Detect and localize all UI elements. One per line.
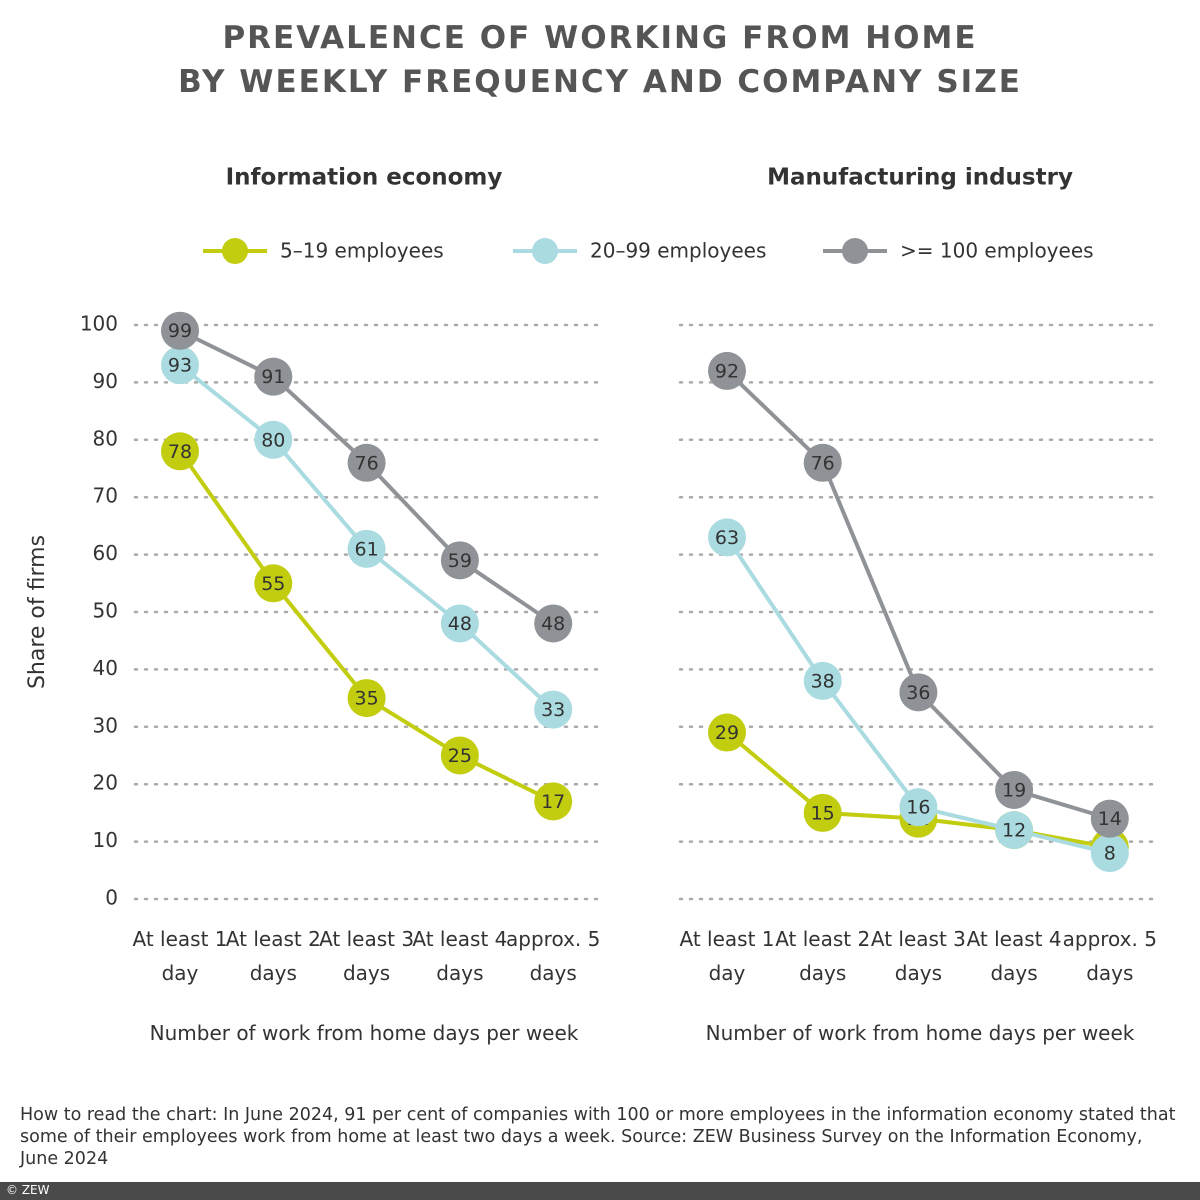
copyright: © ZEW	[6, 1183, 50, 1197]
footer-bar	[0, 1182, 1200, 1200]
x-tick-label: At least 4 days	[966, 927, 1062, 985]
data-point	[995, 770, 1034, 809]
data-point	[440, 541, 479, 580]
y-axis-label: Share of firms	[25, 535, 50, 689]
data-label: 16	[906, 797, 930, 819]
title-line: BY WEEKLY FREQUENCY AND COMPANY SIZE	[178, 64, 1022, 100]
y-tick-label: 90	[93, 369, 118, 393]
x-tick-label: At least 1 day	[132, 927, 228, 985]
x-axis-label: Number of work from home days per week	[705, 1021, 1135, 1045]
x-tick-label: At least 2 days	[225, 927, 321, 985]
data-point	[899, 673, 938, 712]
data-label: 80	[261, 429, 285, 451]
x-tick-label: At least 3 days	[870, 927, 966, 985]
data-point	[254, 420, 293, 459]
data-label: 92	[715, 360, 739, 382]
panel-title: Information economy	[226, 165, 503, 191]
legend-marker	[842, 238, 868, 264]
y-tick-label: 100	[80, 312, 118, 336]
y-tick-label: 50	[93, 599, 118, 623]
data-label: 78	[168, 441, 192, 463]
data-point	[534, 782, 573, 821]
data-label: 63	[715, 527, 739, 549]
data-label: 14	[1098, 808, 1122, 830]
data-label: 93	[168, 355, 192, 377]
data-label: 48	[448, 613, 472, 635]
data-point	[708, 713, 746, 752]
data-label: 76	[811, 452, 835, 474]
data-label: 19	[1002, 779, 1026, 801]
panel-title: Manufacturing industry	[767, 165, 1073, 191]
data-label: 29	[715, 722, 739, 744]
data-label: 35	[355, 688, 379, 710]
title-line: PREVALENCE OF WORKING FROM HOME	[222, 20, 978, 56]
data-point	[347, 529, 386, 568]
data-label: 55	[261, 573, 285, 595]
data-point	[803, 661, 842, 700]
data-point	[440, 604, 479, 643]
y-tick-label: 0	[105, 886, 118, 910]
x-tick-label: At least 1 day	[679, 927, 775, 985]
x-axis-label: Number of work from home days per week	[149, 1021, 579, 1045]
legend-marker	[532, 238, 558, 264]
legend-label: >= 100 employees	[900, 239, 1094, 263]
data-label: 76	[355, 452, 379, 474]
y-tick-label: 70	[93, 484, 118, 508]
series-line	[725, 369, 1111, 821]
data-label: 91	[261, 366, 285, 388]
y-tick-label: 40	[93, 656, 118, 680]
data-point	[534, 604, 573, 643]
legend-label: 20–99 employees	[590, 239, 766, 263]
x-tick-label: approx. 5 days	[506, 927, 601, 985]
data-point	[708, 351, 746, 390]
x-tick-label: At least 4 days	[412, 927, 508, 985]
data-point	[254, 564, 293, 603]
x-tick-label: At least 2 days	[775, 927, 871, 985]
data-label: 61	[355, 538, 379, 560]
data-label: 99	[168, 320, 192, 342]
data-point	[803, 443, 842, 482]
data-point	[254, 357, 293, 396]
x-tick-label: At least 3 days	[319, 927, 415, 985]
x-tick-label: approx. 5 days	[1062, 927, 1157, 985]
data-label: 12	[1002, 820, 1026, 842]
data-label: 36	[906, 682, 930, 704]
data-point	[161, 346, 199, 385]
data-point	[1090, 799, 1129, 838]
data-label: 48	[541, 613, 565, 635]
data-label: 38	[811, 670, 835, 692]
data-point	[440, 736, 479, 775]
data-point	[1090, 834, 1129, 873]
y-tick-label: 10	[93, 828, 118, 852]
data-label: 8	[1104, 843, 1116, 865]
data-point	[161, 311, 199, 350]
data-label: 25	[448, 745, 472, 767]
data-point	[995, 811, 1034, 850]
data-point	[803, 793, 842, 832]
series-line	[178, 450, 555, 804]
data-point	[347, 679, 386, 718]
data-label: 33	[541, 699, 565, 721]
data-point	[708, 518, 746, 557]
data-label: 15	[811, 802, 835, 824]
data-label: 17	[541, 791, 565, 813]
legend-marker	[222, 238, 248, 264]
data-label: 59	[448, 550, 472, 572]
data-point	[899, 788, 938, 827]
data-point	[347, 443, 386, 482]
legend-label: 5–19 employees	[280, 239, 444, 263]
data-point	[161, 432, 199, 471]
y-tick-label: 30	[93, 713, 118, 737]
y-tick-label: 20	[93, 771, 118, 795]
footnote: How to read the chart: In June 2024, 91 …	[20, 1105, 1176, 1169]
data-point	[534, 690, 573, 729]
y-tick-label: 80	[93, 426, 118, 450]
y-tick-label: 60	[93, 541, 118, 565]
